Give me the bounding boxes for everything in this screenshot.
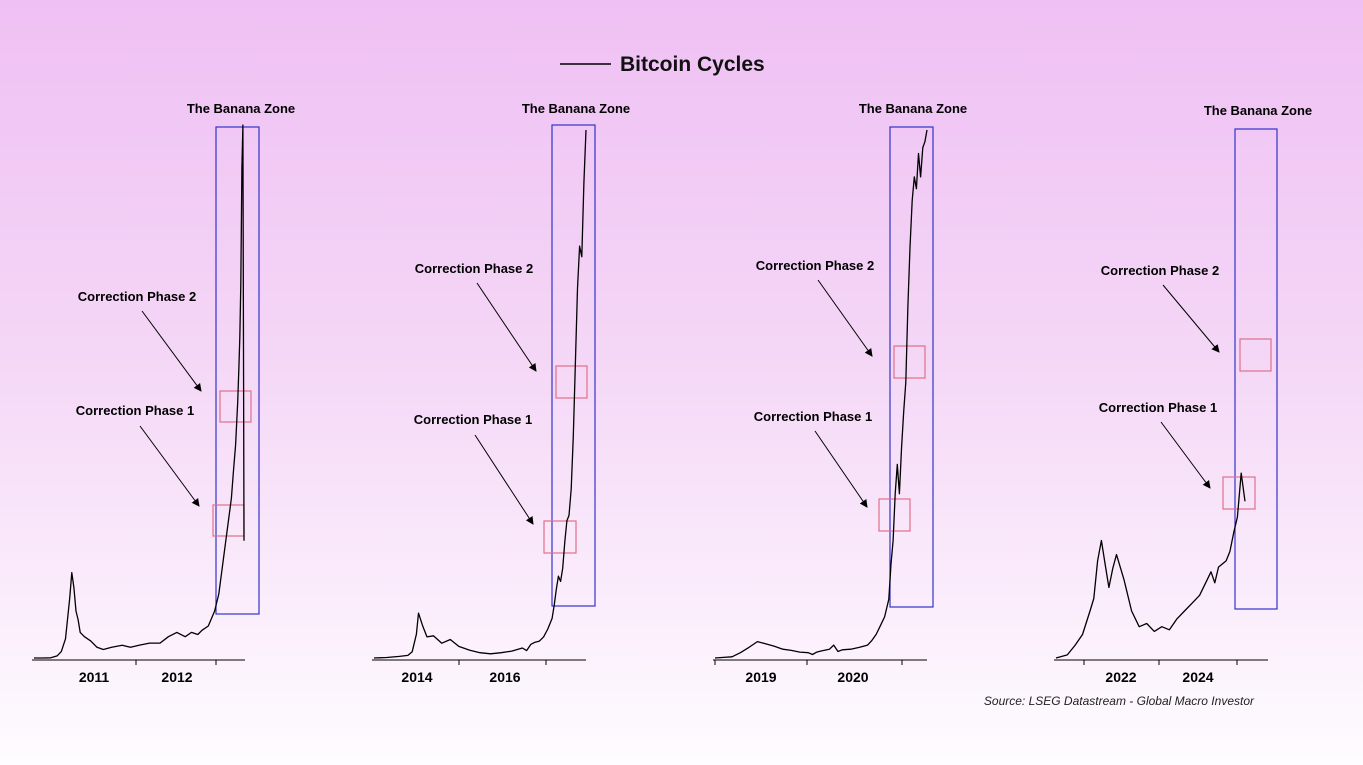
- x-tick-label: 2022: [1105, 669, 1136, 685]
- correction-phase-2-box: [1239, 338, 1272, 372]
- banana-zone-box: [889, 126, 934, 608]
- correction-phase-1-label: Correction Phase 1: [76, 403, 195, 418]
- x-tick-label: 2024: [1182, 669, 1213, 685]
- banana-zone-label: The Banana Zone: [1204, 103, 1312, 118]
- x-tick-label: 2011: [79, 669, 110, 685]
- correction-phase-2-box: [555, 365, 588, 399]
- banana-zone-box: [215, 126, 260, 615]
- correction-phase-2-box: [219, 390, 252, 423]
- correction-phase-2-label: Correction Phase 2: [756, 258, 875, 273]
- bitcoin-price-line: [1055, 472, 1246, 659]
- panel-4: The Banana Zone Correction Phase 2 Corre…: [1054, 103, 1312, 685]
- banana-zone-label: The Banana Zone: [187, 101, 295, 116]
- bitcoin-price-line: [34, 124, 245, 659]
- banana-zone-label: The Banana Zone: [522, 101, 630, 116]
- x-tick-label: 2012: [161, 669, 192, 685]
- bitcoin-price-line: [714, 129, 928, 659]
- banana-zone-label: The Banana Zone: [859, 101, 967, 116]
- correction-phase-1-box: [1222, 476, 1256, 510]
- panel-3: The Banana Zone Correction Phase 2 Corre…: [713, 101, 967, 685]
- correction-phase-1-label: Correction Phase 1: [754, 409, 873, 424]
- correction-phase-2-arrow: [1162, 284, 1220, 353]
- correction-phase-1-label: Correction Phase 1: [414, 412, 533, 427]
- x-tick-label: 2019: [745, 669, 776, 685]
- correction-phase-2-box: [893, 345, 926, 379]
- chart-title: Bitcoin Cycles: [620, 53, 765, 76]
- correction-phase-2-label: Correction Phase 2: [1101, 263, 1220, 278]
- panel-2: The Banana Zone Correction Phase 2 Corre…: [372, 101, 630, 685]
- correction-phase-1-arrow: [814, 430, 868, 508]
- correction-phase-2-label: Correction Phase 2: [415, 261, 534, 276]
- source-note: Source: LSEG Datastream - Global Macro I…: [984, 694, 1255, 708]
- correction-phase-2-arrow: [476, 282, 537, 372]
- correction-phase-2-arrow: [141, 310, 202, 392]
- correction-phase-1-arrow: [474, 434, 534, 525]
- bitcoin-price-line: [373, 129, 587, 659]
- correction-phase-1-label: Correction Phase 1: [1099, 400, 1218, 415]
- panel-1: The Banana Zone Correction Phase 2 Corre…: [32, 101, 295, 685]
- correction-phase-2-arrow: [817, 279, 873, 357]
- correction-phase-1-box: [543, 520, 577, 554]
- correction-phase-1-arrow: [139, 425, 200, 507]
- x-tick-label: 2014: [401, 669, 432, 685]
- correction-phase-2-label: Correction Phase 2: [78, 289, 197, 304]
- banana-zone-box: [1234, 128, 1278, 610]
- correction-phase-1-arrow: [1160, 421, 1211, 489]
- x-tick-label: 2016: [489, 669, 520, 685]
- x-tick-label: 2020: [837, 669, 868, 685]
- banana-zone-box: [551, 124, 596, 607]
